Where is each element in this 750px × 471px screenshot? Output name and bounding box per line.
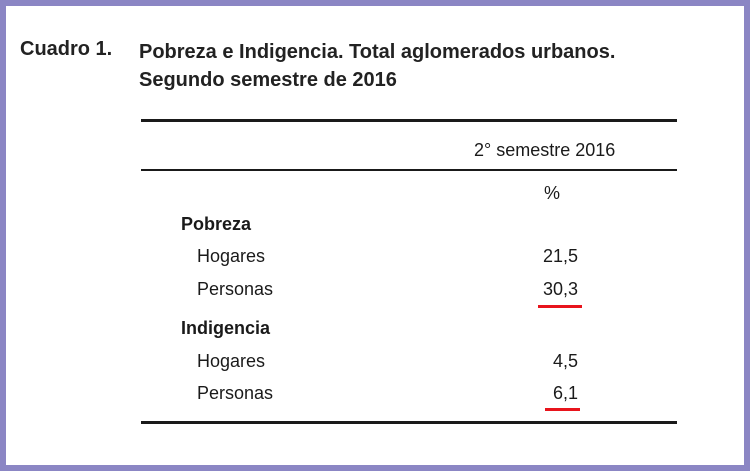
highlight-underline-indigencia-personas	[545, 408, 580, 411]
value-pobreza-personas: 30,3	[542, 279, 578, 299]
value-indigencia-hogares: 4,5	[552, 351, 578, 371]
row-label-pobreza-personas: Personas	[197, 279, 274, 299]
table-number: Cuadro 1.	[20, 38, 113, 60]
row-label-indigencia-personas: Personas	[197, 383, 274, 403]
row-label-pobreza-hogares: Hogares	[197, 246, 266, 266]
highlight-underline-pobreza-personas	[538, 305, 582, 308]
table-title-line-2: Segundo semestre de 2016	[139, 69, 397, 91]
table-bottom-rule	[141, 421, 677, 424]
row-label-indigencia-hogares: Hogares	[197, 351, 266, 371]
column-header-period: 2° semestre 2016	[474, 140, 616, 160]
section-indigencia: Indigencia	[181, 318, 271, 338]
section-pobreza: Pobreza	[181, 214, 252, 234]
table-header-rule	[141, 169, 677, 171]
table-title: Pobreza e Indigencia. Total aglomerados …	[139, 38, 615, 94]
table-title-line-1: Pobreza e Indigencia. Total aglomerados …	[139, 41, 616, 63]
table-top-rule	[141, 119, 677, 122]
value-pobreza-hogares: 21,5	[542, 246, 578, 266]
value-indigencia-personas: 6,1	[552, 383, 578, 403]
unit-label: %	[544, 183, 561, 203]
